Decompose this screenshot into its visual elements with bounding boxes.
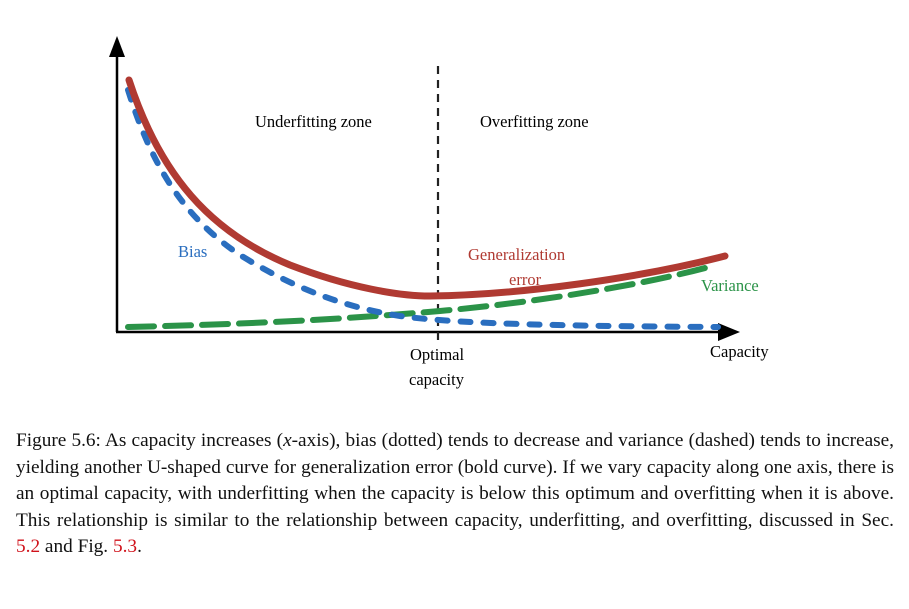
generalization-error-label-line2: error bbox=[509, 270, 542, 289]
bias-variance-diagram: Underfitting zone Overfitting zone Bias … bbox=[109, 36, 769, 389]
x-axis-arrow bbox=[718, 323, 740, 341]
section-ref-link[interactable]: 5.2 bbox=[16, 536, 41, 557]
overfitting-zone-label: Overfitting zone bbox=[480, 112, 589, 131]
figure-ref-link[interactable]: 5.3 bbox=[112, 536, 138, 557]
figure-caption: Figure 5.6: As capacity increases (x-axi… bbox=[16, 428, 894, 561]
caption-fig-text: and Fig. bbox=[40, 536, 113, 557]
generalization-error-label-line1: Generalization bbox=[468, 245, 565, 264]
caption-body: -axis), bias (dotted) tends to decrease … bbox=[16, 430, 895, 531]
caption-suffix: . bbox=[137, 536, 142, 557]
caption-math-x: x bbox=[283, 430, 292, 451]
caption-prefix: Figure 5.6: As capacity increases ( bbox=[16, 430, 284, 451]
underfitting-zone-label: Underfitting zone bbox=[255, 112, 372, 131]
optimal-capacity-label-line2: capacity bbox=[409, 370, 465, 389]
bias-curve bbox=[125, 87, 721, 330]
capacity-axis-label: Capacity bbox=[710, 342, 769, 361]
generalization-error-curve bbox=[125, 76, 729, 300]
variance-curve bbox=[125, 265, 708, 330]
variance-label: Variance bbox=[701, 276, 759, 295]
optimal-capacity-label-line1: Optimal bbox=[410, 345, 464, 364]
bias-label: Bias bbox=[178, 242, 207, 261]
y-axis-arrow bbox=[109, 36, 125, 57]
